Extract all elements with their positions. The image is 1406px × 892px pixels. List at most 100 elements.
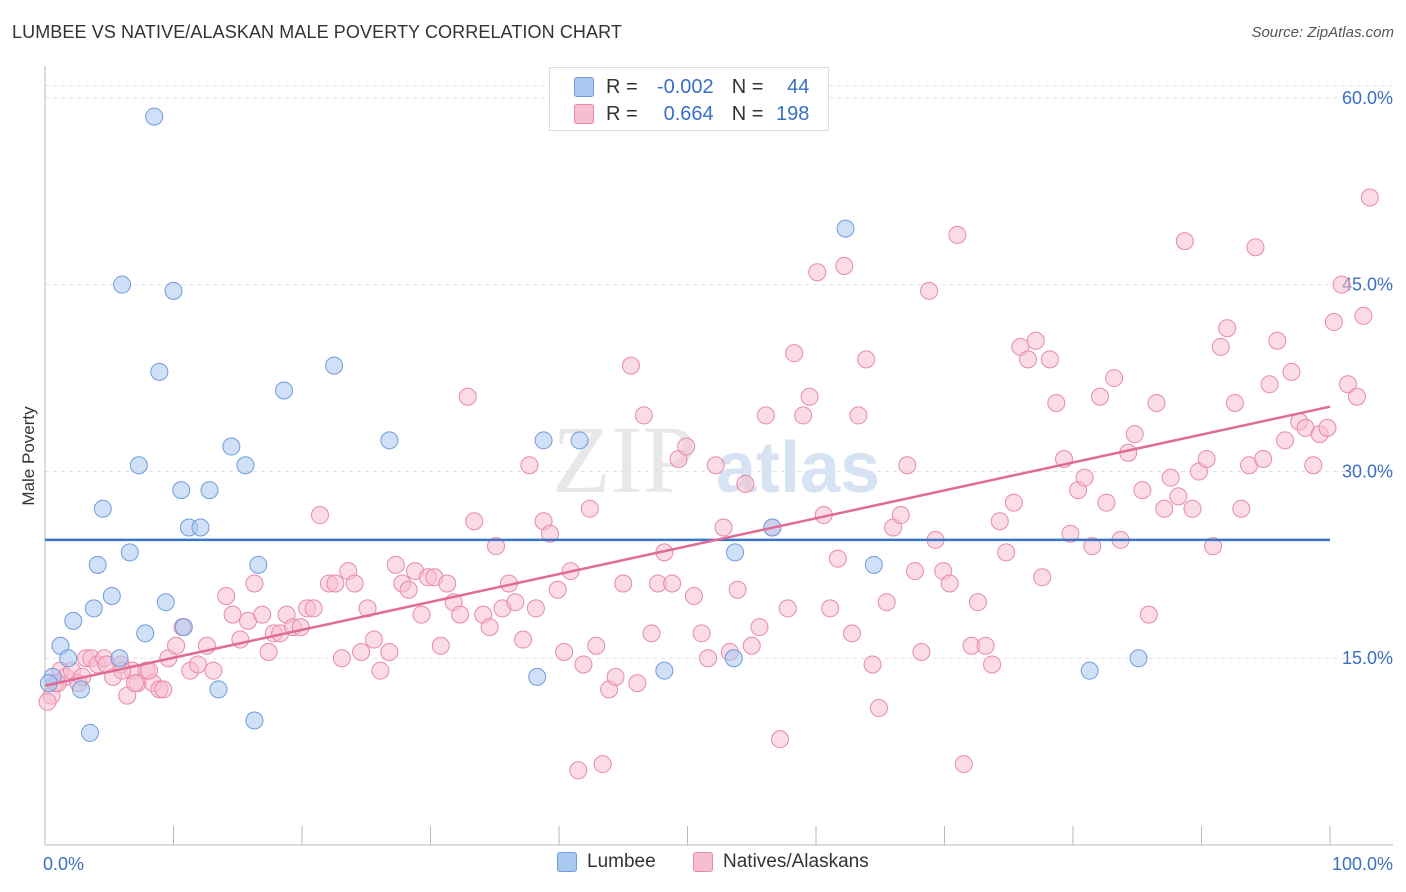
lumbee-point	[528, 667, 547, 686]
natives-point	[634, 406, 653, 425]
data-points	[38, 107, 1379, 780]
natives-point	[465, 512, 484, 531]
lumbee-legend-label: Lumbee	[587, 851, 656, 872]
natives-point	[223, 605, 242, 624]
r-value-natives: 0.664	[663, 102, 714, 125]
natives-point	[614, 574, 633, 593]
natives-point	[948, 225, 967, 244]
chart-title: LUMBEE VS NATIVE/ALASKAN MALE POVERTY CO…	[12, 22, 622, 42]
natives-point	[245, 574, 264, 593]
natives-point	[1204, 537, 1223, 556]
lumbee-point	[71, 680, 90, 699]
natives-point	[1268, 331, 1287, 350]
natives-point	[1324, 313, 1343, 332]
natives-point	[663, 574, 682, 593]
lumbee-point	[59, 649, 78, 668]
natives-point	[458, 387, 477, 406]
natives-point	[310, 506, 329, 525]
natives-point	[898, 456, 917, 475]
natives-point	[808, 263, 827, 282]
lumbee-point	[129, 456, 148, 475]
natives-point	[569, 761, 588, 780]
natives-point	[699, 649, 718, 668]
natives-point	[593, 755, 612, 774]
natives-point	[548, 580, 567, 599]
natives-point	[1246, 238, 1265, 257]
natives-point	[1197, 450, 1216, 468]
lumbee-point	[200, 481, 219, 500]
natives-point	[380, 643, 399, 661]
lumbee-point	[655, 661, 674, 680]
natives-point	[154, 680, 173, 699]
natives-point	[642, 624, 661, 643]
lumbee-point	[80, 723, 99, 742]
natives-point	[1282, 362, 1301, 381]
natives-point	[1254, 450, 1273, 468]
legend-row-natives: R = 0.664 N = 198	[574, 103, 809, 125]
natives-point	[677, 437, 696, 456]
natives-point	[1360, 188, 1379, 207]
natives-point	[541, 524, 560, 543]
lumbee-point	[150, 362, 169, 381]
lumbee-point	[110, 649, 129, 668]
natives-point	[1338, 375, 1357, 394]
natives-point	[1019, 350, 1038, 369]
natives-point	[621, 356, 640, 375]
natives-point	[857, 350, 876, 369]
natives-point	[1026, 331, 1045, 350]
natives-point	[842, 624, 861, 643]
natives-point	[526, 599, 545, 618]
lumbee-point	[113, 275, 132, 294]
lumbee-point	[325, 356, 344, 375]
natives-point	[1260, 375, 1279, 394]
lumbee-point	[836, 219, 855, 238]
natives-point	[1075, 468, 1094, 487]
lumbee-point	[120, 543, 139, 562]
natives-point	[1232, 499, 1251, 518]
lumbee-point	[174, 618, 193, 637]
natives-point	[954, 755, 973, 774]
n-value-natives: 198	[776, 102, 810, 125]
lumbee-point	[164, 281, 183, 300]
x-tick-label-max: 100.0%	[1332, 854, 1393, 874]
grid-lines	[45, 84, 1393, 659]
correlation-legend: R = -0.002 N = 44 R = 0.664 N = 198	[549, 67, 829, 131]
natives-point	[692, 624, 711, 643]
x-tick-label-min: 0.0%	[43, 854, 84, 874]
natives-point	[1125, 425, 1144, 444]
natives-point	[983, 655, 1002, 674]
lumbee-point	[222, 437, 241, 456]
natives-point	[1218, 319, 1237, 338]
natives-point	[849, 406, 868, 425]
natives-point	[1183, 499, 1202, 518]
n-value-lumbee: 44	[787, 75, 810, 98]
natives-point	[714, 518, 733, 537]
natives-point	[1040, 350, 1059, 369]
natives-point	[684, 586, 703, 605]
lumbee-point	[64, 611, 83, 630]
natives-legend-label: Natives/Alaskans	[723, 851, 869, 872]
natives-point	[304, 599, 323, 618]
legend-row-lumbee: R = -0.002 N = 44	[574, 76, 809, 98]
lumbee-point	[136, 624, 155, 643]
natives-point	[580, 499, 599, 518]
natives-point	[574, 655, 593, 674]
natives-point	[204, 661, 223, 680]
lumbee-point	[1129, 649, 1148, 668]
axes: 15.0% 30.0% 45.0% 60.0% 0.0% 100.0%	[43, 66, 1393, 874]
natives-point	[968, 593, 987, 612]
natives-point	[800, 387, 819, 406]
y-tick-label: 45.0%	[1342, 275, 1393, 295]
lumbee-point	[156, 593, 175, 612]
natives-point	[506, 593, 525, 612]
lumbee-point	[102, 586, 121, 605]
natives-point	[920, 281, 939, 300]
lumbee-legend-swatch	[557, 852, 577, 872]
natives-point	[438, 574, 457, 593]
natives-point	[217, 586, 236, 605]
natives-point	[1090, 387, 1109, 406]
lumbee-point	[236, 456, 255, 475]
natives-point	[399, 580, 418, 599]
natives-point	[891, 506, 910, 525]
natives-point	[1105, 369, 1124, 388]
